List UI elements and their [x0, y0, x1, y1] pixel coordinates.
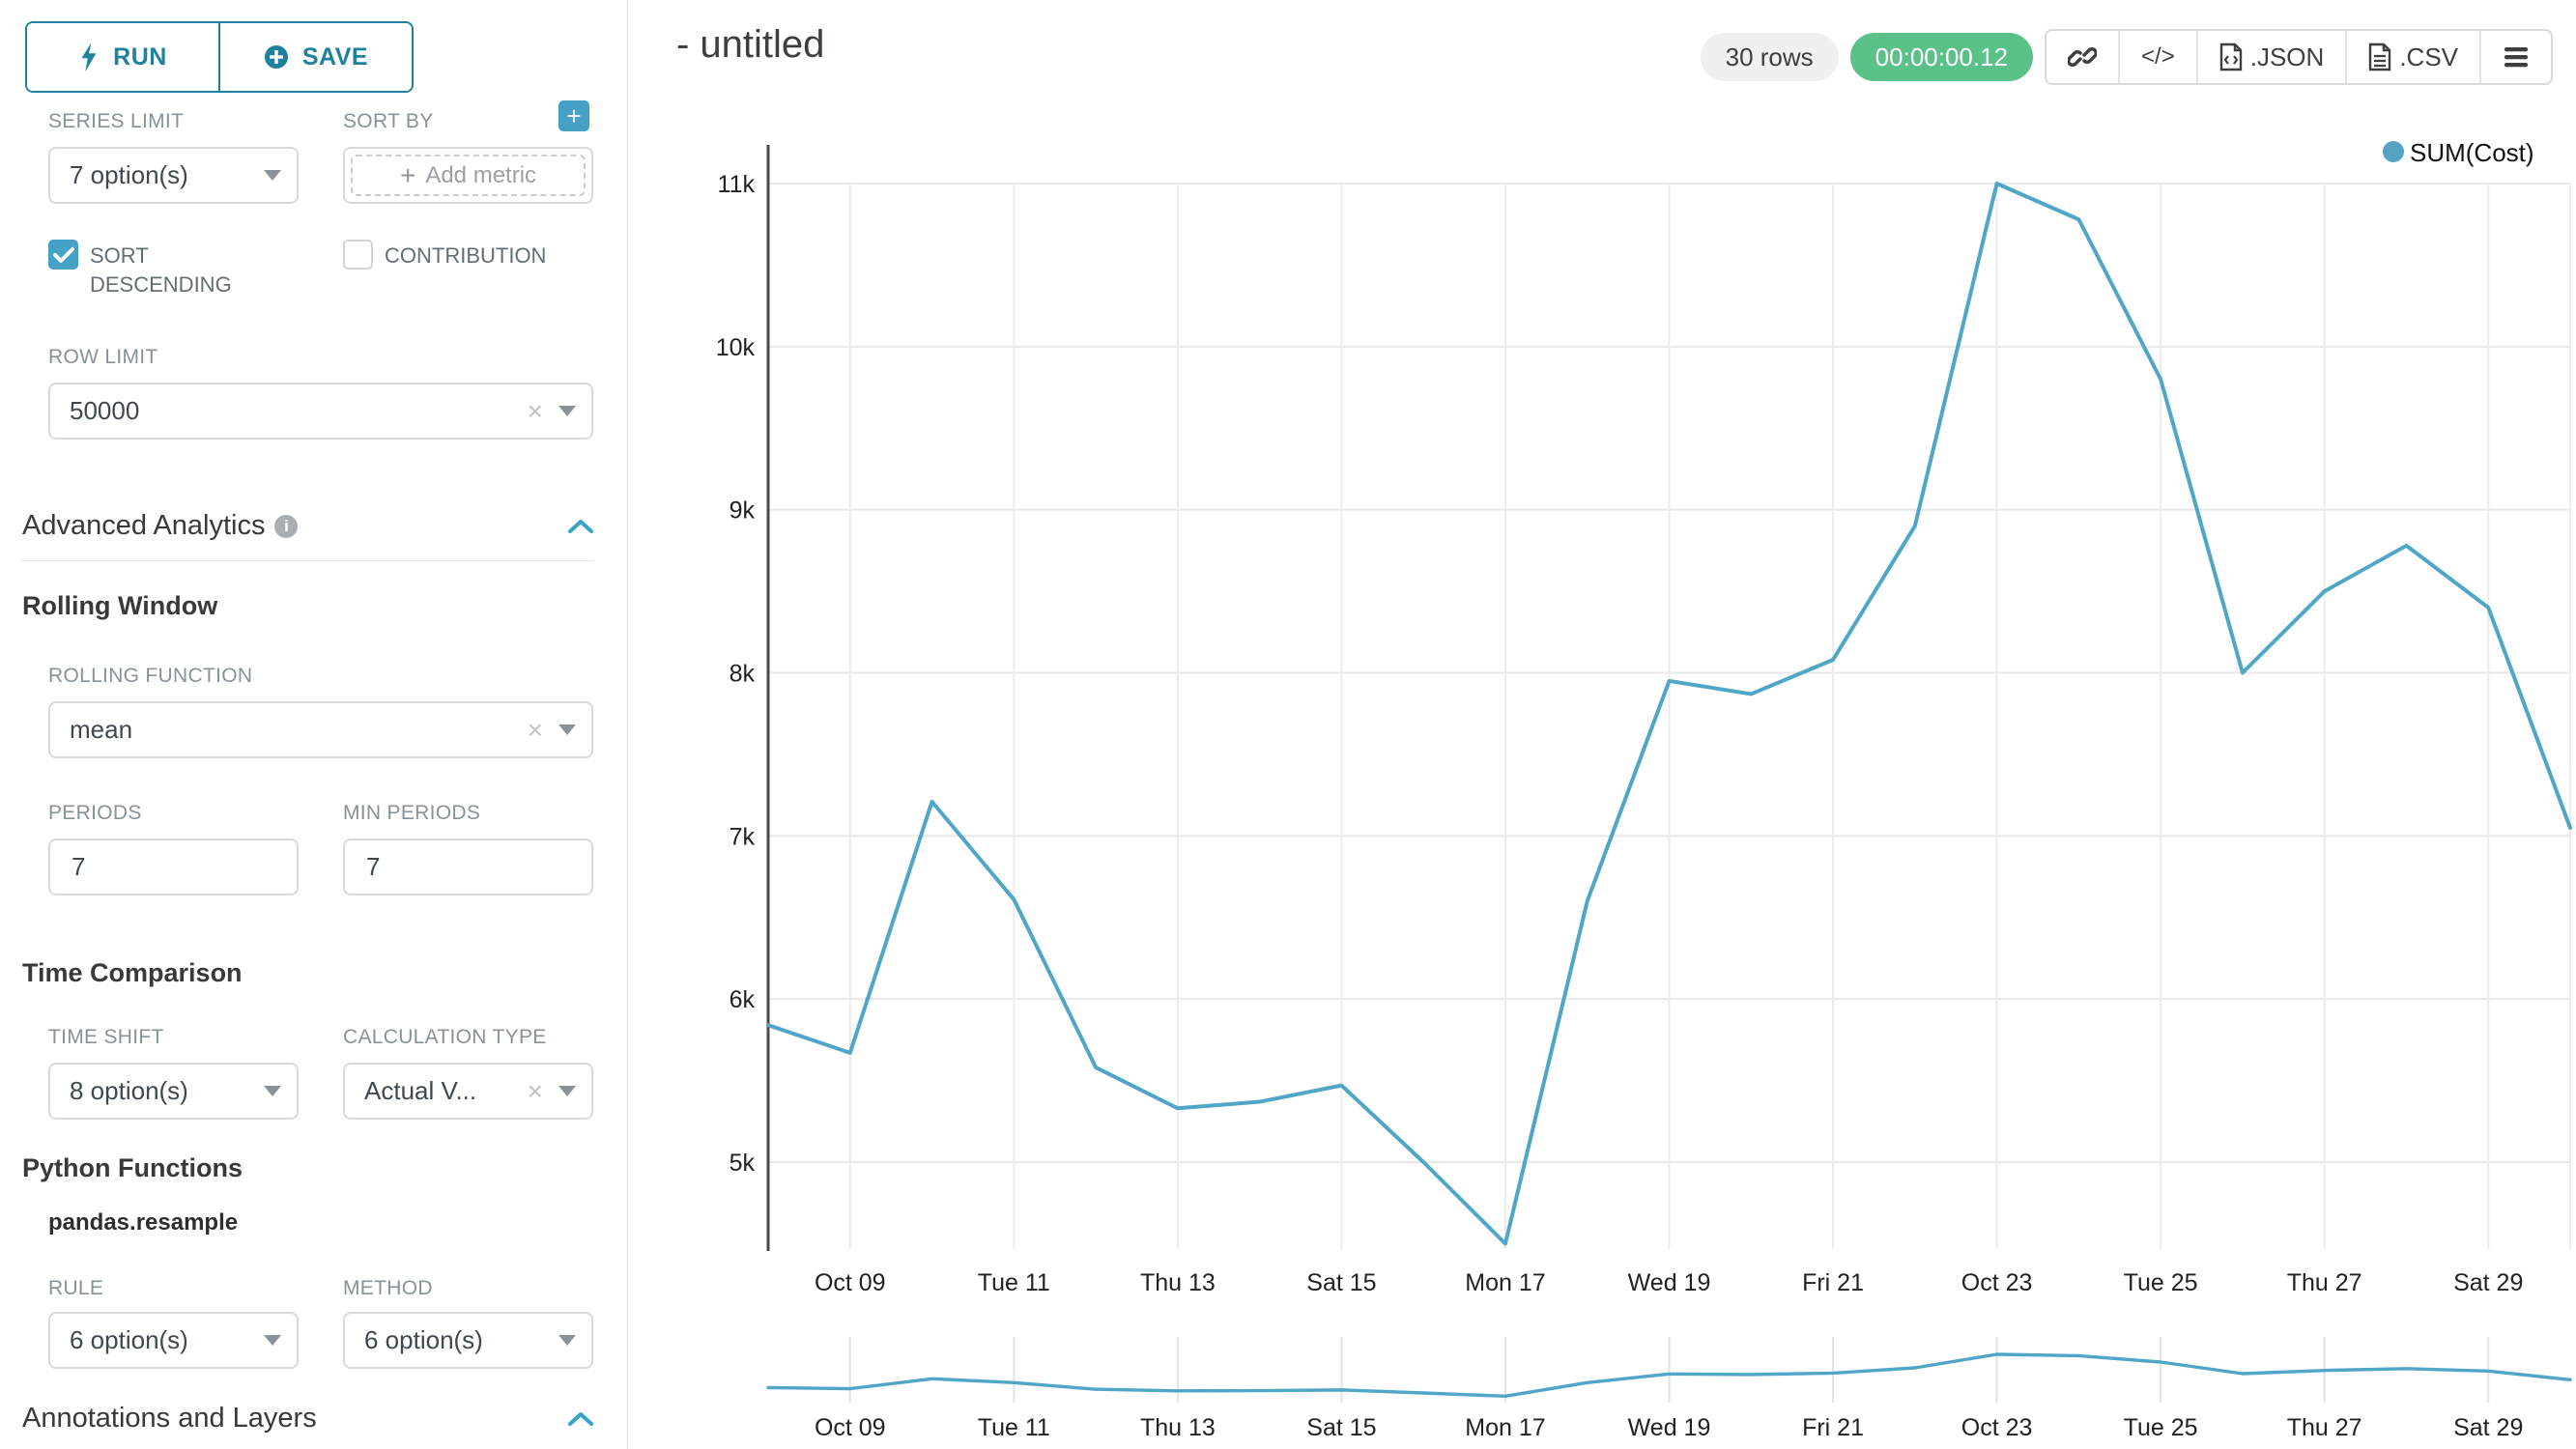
check-icon	[52, 246, 74, 263]
periods-label: PERIODS	[48, 802, 142, 824]
run-button[interactable]: RUN	[27, 23, 218, 91]
json-file-icon	[2219, 43, 2242, 71]
sort-descending-checkbox[interactable]	[48, 240, 78, 270]
run-button-label: RUN	[113, 43, 167, 71]
calculation-type-label: CALCULATION TYPE	[343, 1026, 547, 1048]
code-icon: </>	[2141, 43, 2175, 70]
row-limit-select[interactable]: 50000 ×	[48, 383, 593, 440]
contribution-control: CONTRIBUTION	[343, 240, 546, 270]
add-sort-plus-button[interactable]: +	[558, 100, 589, 131]
more-options-button[interactable]	[2479, 31, 2551, 83]
chart-toolbar: 30 rows 00:00:00.12 </>	[1700, 29, 2553, 85]
rolling-function-label: ROLLING FUNCTION	[48, 665, 253, 687]
series-limit-select[interactable]: 7 option(s)	[48, 147, 299, 204]
sort-descending-control: SORT DESCENDING	[48, 240, 280, 298]
copy-link-button[interactable]	[2046, 31, 2119, 83]
pandas-resample-label: pandas.resample	[48, 1209, 239, 1236]
chevron-up-icon[interactable]	[568, 519, 593, 533]
method-value: 6 option(s)	[364, 1325, 483, 1354]
series-limit-label: SERIES LIMIT	[48, 110, 185, 132]
link-icon	[2068, 47, 2098, 67]
annotations-header[interactable]: Annotations and Layers	[22, 1403, 593, 1435]
hamburger-menu-icon	[2504, 47, 2528, 68]
lightning-bolt-icon	[81, 43, 97, 71]
query-timer-badge: 00:00:00.12	[1849, 33, 2034, 81]
sort-descending-label: SORT DESCENDING	[90, 243, 232, 297]
add-metric-label: Add metric	[425, 161, 537, 188]
time-comparison-title: Time Comparison	[22, 958, 243, 987]
periods-input[interactable]: 7	[48, 838, 299, 895]
time-shift-value: 8 option(s)	[70, 1076, 188, 1105]
export-button-group: </> .JSON .CSV	[2045, 29, 2553, 85]
advanced-analytics-header[interactable]: Advanced Analytics i	[22, 510, 593, 542]
export-json-button[interactable]: .JSON	[2195, 31, 2346, 83]
row-limit-label: ROW LIMIT	[48, 346, 158, 368]
advanced-analytics-title: Advanced Analytics	[22, 510, 266, 541]
chevron-down-icon	[558, 406, 576, 416]
section-divider	[22, 560, 593, 561]
info-icon[interactable]: i	[274, 514, 299, 538]
clear-icon[interactable]: ×	[527, 714, 543, 745]
clear-icon[interactable]: ×	[527, 395, 543, 426]
export-csv-label: .CSV	[2399, 42, 2458, 71]
row-limit-value: 50000	[70, 396, 140, 425]
contribution-checkbox[interactable]	[343, 240, 373, 270]
add-metric-button[interactable]: + Add metric	[351, 155, 586, 196]
sort-by-field: + Add metric	[343, 147, 593, 204]
chevron-down-icon	[558, 724, 576, 735]
rolling-function-select[interactable]: mean ×	[48, 701, 593, 758]
time-shift-select[interactable]: 8 option(s)	[48, 1063, 299, 1120]
chevron-up-icon[interactable]	[568, 1411, 593, 1426]
row-count-badge: 30 rows	[1700, 33, 1839, 81]
sort-by-label: SORT BY	[343, 110, 434, 132]
chart-panel: - untitled 30 rows 00:00:00.12 </>	[629, 0, 2576, 1449]
min-periods-input[interactable]: 7	[343, 838, 593, 895]
chevron-down-icon	[264, 170, 281, 181]
control-panel-sidebar: RUN SAVE SERIES LIMIT SORT BY + 7 option…	[0, 0, 628, 1449]
python-functions-title: Python Functions	[22, 1153, 243, 1182]
chevron-down-icon	[264, 1335, 281, 1346]
chevron-down-icon	[264, 1086, 281, 1096]
run-save-button-group: RUN SAVE	[25, 21, 414, 93]
rolling-window-title: Rolling Window	[22, 591, 218, 620]
min-periods-label: MIN PERIODS	[343, 802, 481, 824]
rule-select[interactable]: 6 option(s)	[48, 1312, 299, 1369]
plus-icon: +	[399, 159, 416, 190]
calculation-type-select[interactable]: Actual V... ×	[343, 1063, 593, 1120]
method-select[interactable]: 6 option(s)	[343, 1312, 593, 1369]
chevron-down-icon	[558, 1086, 576, 1096]
clear-icon[interactable]: ×	[527, 1075, 543, 1106]
view-query-button[interactable]: </>	[2118, 31, 2196, 83]
method-label: METHOD	[343, 1277, 433, 1299]
plus-circle-icon	[264, 45, 288, 69]
time-shift-label: TIME SHIFT	[48, 1026, 164, 1048]
chevron-down-icon	[558, 1335, 576, 1346]
export-csv-button[interactable]: .CSV	[2345, 31, 2479, 83]
calculation-type-value: Actual V...	[364, 1076, 477, 1105]
annotations-title: Annotations and Layers	[22, 1403, 317, 1434]
chart-title[interactable]: - untitled	[676, 23, 825, 66]
contribution-label: CONTRIBUTION	[385, 243, 547, 268]
rule-value: 6 option(s)	[70, 1325, 188, 1354]
csv-file-icon	[2369, 43, 2391, 71]
export-json-label: .JSON	[2249, 42, 2325, 71]
rolling-function-value: mean	[70, 715, 133, 744]
series-limit-value: 7 option(s)	[70, 160, 188, 189]
save-button[interactable]: SAVE	[218, 23, 412, 91]
rule-label: RULE	[48, 1277, 104, 1299]
save-button-label: SAVE	[301, 43, 369, 71]
